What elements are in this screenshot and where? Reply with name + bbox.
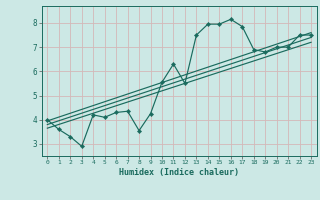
X-axis label: Humidex (Indice chaleur): Humidex (Indice chaleur) bbox=[119, 168, 239, 177]
